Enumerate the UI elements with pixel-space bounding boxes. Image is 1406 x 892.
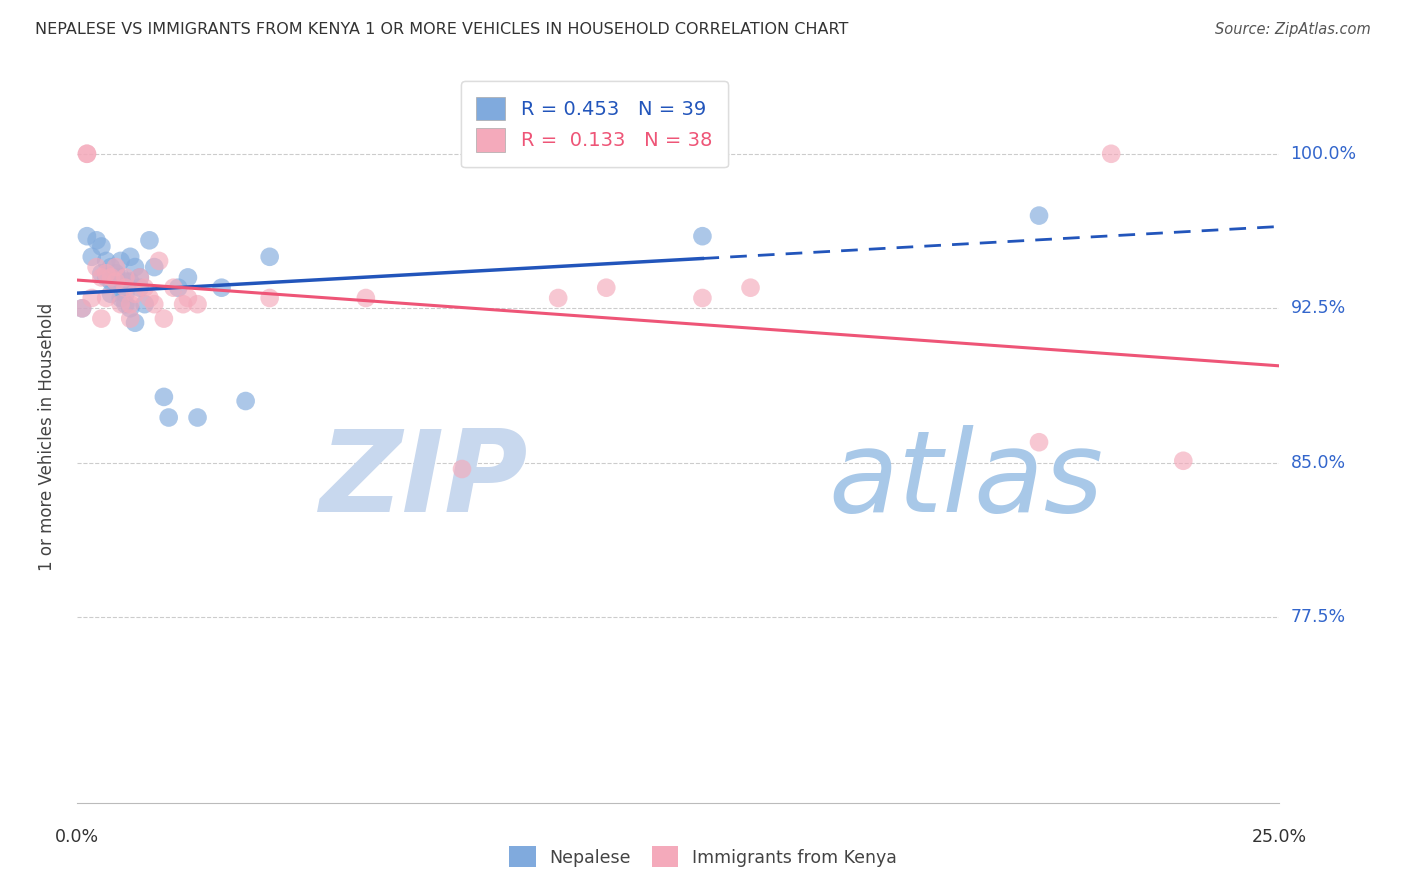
Point: [259, 250, 281, 264]
Legend: R = 0.453   N = 39, R =  0.133   N = 38: R = 0.453 N = 39, R = 0.133 N = 38: [461, 81, 728, 168]
Point: [80, 291, 103, 305]
Point: [692, 291, 714, 305]
Point: [143, 297, 166, 311]
Point: [451, 462, 474, 476]
Point: [138, 291, 160, 305]
Text: 77.5%: 77.5%: [1291, 608, 1346, 626]
Point: [100, 270, 122, 285]
Point: [138, 233, 160, 247]
Text: ZIP: ZIP: [319, 425, 529, 536]
Point: [100, 275, 122, 289]
Point: [354, 291, 377, 305]
Point: [177, 270, 200, 285]
Point: [595, 281, 617, 295]
Point: [128, 270, 150, 285]
Point: [124, 260, 146, 274]
Point: [124, 316, 146, 330]
Text: NEPALESE VS IMMIGRANTS FROM KENYA 1 OR MORE VEHICLES IN HOUSEHOLD CORRELATION CH: NEPALESE VS IMMIGRANTS FROM KENYA 1 OR M…: [35, 22, 849, 37]
Point: [110, 254, 132, 268]
Point: [114, 275, 136, 289]
Text: 0.0%: 0.0%: [55, 828, 100, 846]
Point: [134, 297, 156, 311]
Point: [692, 229, 714, 244]
Point: [120, 311, 142, 326]
Point: [90, 311, 112, 326]
Text: atlas: atlas: [828, 425, 1104, 536]
Y-axis label: 1 or more Vehicles in Household: 1 or more Vehicles in Household: [38, 303, 56, 571]
Point: [86, 233, 108, 247]
Point: [120, 275, 142, 289]
Point: [104, 275, 127, 289]
Point: [110, 291, 132, 305]
Point: [134, 281, 156, 295]
Point: [1173, 454, 1195, 468]
Point: [547, 291, 569, 305]
Point: [80, 250, 103, 264]
Point: [70, 301, 93, 316]
Point: [211, 281, 233, 295]
Point: [76, 146, 98, 161]
Point: [104, 260, 127, 274]
Point: [104, 266, 127, 280]
Point: [90, 266, 112, 280]
Point: [167, 281, 190, 295]
Point: [76, 229, 98, 244]
Point: [70, 301, 93, 316]
Point: [186, 410, 209, 425]
Point: [104, 275, 127, 289]
Point: [114, 286, 136, 301]
Point: [96, 270, 118, 285]
Point: [128, 281, 150, 295]
Point: [96, 254, 118, 268]
Point: [177, 291, 200, 305]
Point: [110, 270, 132, 285]
Point: [124, 286, 146, 301]
Point: [1099, 146, 1122, 161]
Text: 100.0%: 100.0%: [1291, 145, 1357, 162]
Point: [86, 260, 108, 274]
Point: [235, 394, 257, 409]
Text: 92.5%: 92.5%: [1291, 300, 1346, 318]
Point: [1028, 209, 1050, 223]
Point: [90, 270, 112, 285]
Point: [153, 311, 176, 326]
Text: 25.0%: 25.0%: [1251, 828, 1308, 846]
Point: [143, 260, 166, 274]
Point: [162, 281, 184, 295]
Point: [740, 281, 762, 295]
Point: [259, 291, 281, 305]
Point: [1028, 435, 1050, 450]
Point: [96, 291, 118, 305]
Point: [114, 281, 136, 295]
Point: [114, 297, 136, 311]
Point: [157, 410, 180, 425]
Point: [120, 297, 142, 311]
Point: [90, 239, 112, 253]
Point: [120, 250, 142, 264]
Text: Source: ZipAtlas.com: Source: ZipAtlas.com: [1215, 22, 1371, 37]
Point: [120, 301, 142, 316]
Point: [96, 266, 118, 280]
Point: [153, 390, 176, 404]
Point: [76, 146, 98, 161]
Point: [100, 260, 122, 274]
Point: [110, 297, 132, 311]
Point: [172, 297, 194, 311]
Point: [186, 297, 209, 311]
Legend: Nepalese, Immigrants from Kenya: Nepalese, Immigrants from Kenya: [502, 839, 904, 874]
Point: [100, 286, 122, 301]
Point: [128, 270, 150, 285]
Point: [148, 254, 170, 268]
Point: [114, 270, 136, 285]
Text: 85.0%: 85.0%: [1291, 454, 1346, 472]
